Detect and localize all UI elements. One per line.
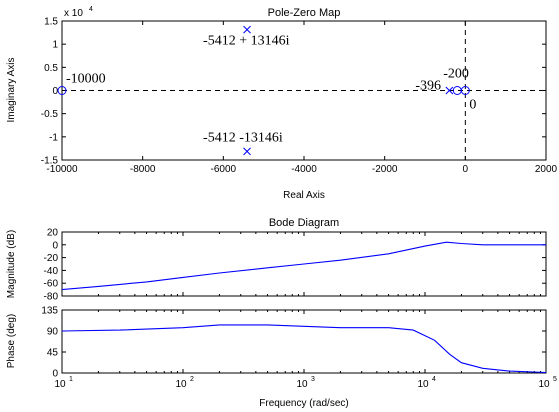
phase-x-tick-base: 10 [175, 379, 187, 390]
mag-curve [61, 241, 546, 291]
pz-y-tick-label: -0.5 [41, 109, 59, 120]
mag-y-tick-label: -40 [44, 266, 59, 277]
pz-x-tick-label: -4000 [291, 164, 317, 175]
phase-x-tick-label: 10 3 [296, 376, 315, 390]
phase-ylabel: Phase (deg) [6, 314, 17, 368]
phase-y-tick-label: 90 [47, 327, 59, 338]
phase-x-tick-power: 2 [190, 376, 194, 383]
mag-y-tick-label: 0 [52, 240, 58, 251]
phase-x-tick-base: 10 [538, 379, 550, 390]
mag-y-tick-label: -80 [44, 292, 59, 303]
pz-annotation: -200 [443, 67, 469, 82]
mag-y-tick-label: -60 [44, 279, 59, 290]
pz-annotation: -10000 [66, 72, 106, 87]
pz-xlabel: Real Axis [283, 190, 325, 201]
phase-y-tick-label: 0 [52, 369, 58, 380]
pz-x-tick-label: 2000 [535, 164, 558, 175]
pz-annotation: -5412 + 13146i [203, 34, 290, 49]
pz-x-tick-label: -8000 [130, 164, 156, 175]
pz-y-exponent-power: 4 [89, 6, 93, 13]
pz-x-tick-label: -6000 [211, 164, 237, 175]
phase-x-tick-label: 10 1 [54, 376, 73, 390]
pole-zero-panel: Pole-Zero Map x 10 4 -10000 -8000 -6000 -40… [6, 6, 558, 201]
phase-axes-box [61, 309, 547, 374]
pz-y-tick-label: 1.5 [44, 17, 58, 28]
bode-magnitude-panel: Bode Diagram 200 -20 -40 -60 -80 Magnitude (… [6, 217, 547, 303]
pz-y-exponent: x 10 4 [64, 6, 93, 19]
phase-y-tick-label: 45 [47, 348, 59, 359]
pz-x-tick-label: -10000 [46, 164, 78, 175]
pz-pole-stroke [243, 25, 251, 34]
pz-y-tick-label: 0.5 [44, 63, 58, 74]
phase-y-tick-label: 135 [41, 306, 58, 317]
pz-x-tick-label: 0 [463, 164, 469, 175]
pz-pole-marker [445, 86, 454, 95]
mag-y-tick-label: -20 [44, 253, 59, 264]
phase-x-tick-power: 1 [69, 376, 73, 383]
pz-title: Pole-Zero Map [268, 7, 341, 19]
pz-zero-marker [460, 86, 470, 95]
phase-x-tick-power: 4 [432, 376, 436, 383]
pz-pole-marker [243, 25, 251, 34]
pz-x-tick-label: -2000 [372, 164, 398, 175]
pz-pole-stroke [445, 86, 454, 95]
pz-annotation: 0 [469, 98, 476, 113]
phase-curve [61, 324, 547, 374]
pz-pole-stroke [243, 147, 251, 156]
phase-x-tick-label: 10 2 [175, 376, 194, 390]
pz-y-tick-label: 0 [52, 86, 58, 97]
pz-y-tick-label: 1 [52, 40, 58, 51]
bode-title: Bode Diagram [269, 217, 339, 229]
mag-ylabel: Magnitude (dB) [6, 230, 17, 298]
pz-annotation: -5412 -13146i [203, 130, 283, 145]
pz-axes-box [61, 20, 547, 161]
pz-y-tick-label: -1 [49, 132, 58, 143]
phase-x-tick-label: 10 5 [538, 376, 557, 390]
phase-x-tick-power: 5 [553, 376, 557, 383]
pz-zero-marker [57, 86, 67, 95]
mag-y-tick-label: 20 [47, 228, 59, 239]
pz-annotation: -396 [415, 79, 441, 94]
bode-xlabel: Frequency (rad/sec) [259, 398, 348, 409]
phase-x-tick-base: 10 [54, 379, 66, 390]
phase-x-tick-base: 10 [296, 379, 308, 390]
phase-x-tick-power: 3 [311, 376, 315, 383]
pz-ylabel: Imaginary Axis [6, 57, 17, 122]
phase-x-tick-base: 10 [417, 379, 429, 390]
pz-y-tick-label: -1.5 [41, 156, 59, 167]
pz-pole-marker [243, 147, 251, 156]
pz-y-exponent-base: x 10 [64, 8, 83, 19]
phase-x-tick-label: 10 4 [417, 376, 436, 390]
